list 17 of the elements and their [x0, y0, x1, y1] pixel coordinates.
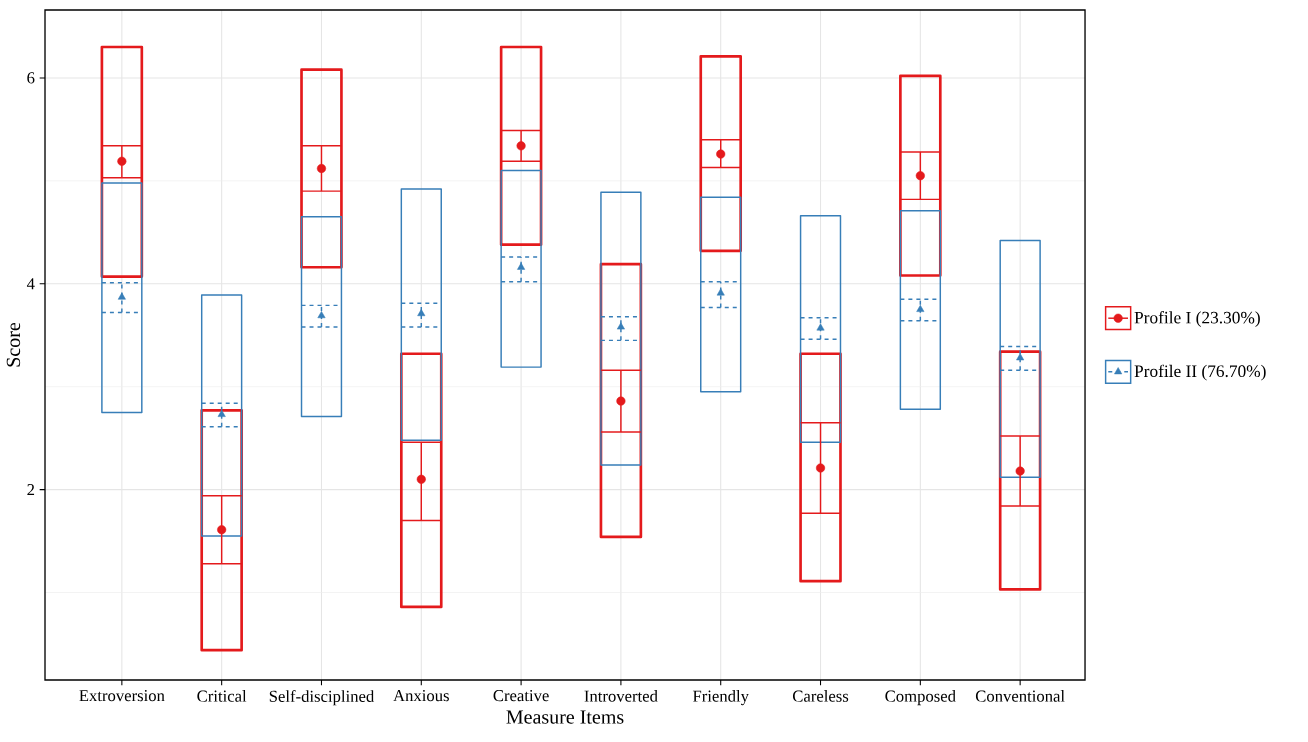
x-tick-label: Critical	[197, 690, 247, 702]
y-tick-label: 4	[26, 278, 35, 290]
x-tick-label: Creative	[493, 690, 549, 702]
x-tick-label: Friendly	[692, 690, 749, 706]
x-tick-label: Extroversion	[79, 690, 165, 702]
x-tick-label: Composed	[885, 690, 956, 706]
legend-label: Profile II (76.70%)	[1134, 364, 1266, 381]
y-tick-label: 6	[27, 72, 35, 84]
x-tick-label: Anxious	[393, 690, 449, 702]
legend-label: Profile I (23.30%)	[1134, 311, 1260, 327]
x-tick-label: Self-disciplined	[269, 690, 375, 706]
x-tick-label: Introverted	[584, 690, 658, 702]
x-tick-label: Conventional	[975, 690, 1065, 702]
x-axis-title: Measure Items	[506, 710, 624, 724]
x-tick-label: Careless	[792, 690, 849, 702]
y-axis-title: Score	[6, 322, 21, 367]
y-tick-label: 2	[27, 484, 35, 496]
